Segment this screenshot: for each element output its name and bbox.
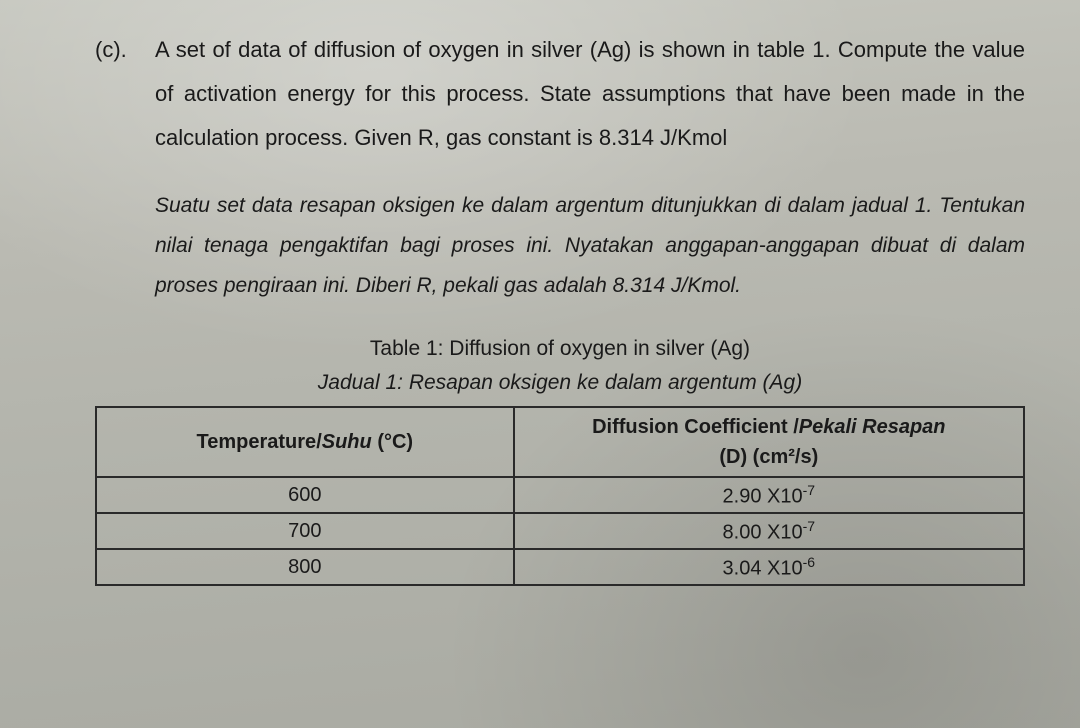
table-header-row: Temperature/Suhu (°C) Diffusion Coeffici… xyxy=(96,407,1024,477)
cell-temperature: 800 xyxy=(96,549,514,585)
table-row: 6002.90 X10-7 xyxy=(96,477,1024,513)
col0-label-ms: Suhu xyxy=(322,431,372,453)
col1-label-en: Diffusion Coefficient xyxy=(592,416,793,438)
table-titles: Table 1: Diffusion of oxygen in silver (… xyxy=(95,332,1025,400)
col1-symbol: (D) (cm²/s) xyxy=(719,446,818,468)
question-text-ms: Suatu set data resapan oksigen ke dalam … xyxy=(155,186,1025,306)
cell-diffusion: 3.04 X10-6 xyxy=(514,549,1024,585)
col0-unit: (°C) xyxy=(377,431,413,453)
col-header-diffusion: Diffusion Coefficient /Pekali Resapan (D… xyxy=(514,407,1024,477)
cell-temperature: 600 xyxy=(96,477,514,513)
question-label: (c). xyxy=(95,28,155,72)
table-row: 8003.04 X10-6 xyxy=(96,549,1024,585)
cell-diffusion: 2.90 X10-7 xyxy=(514,477,1024,513)
cell-diffusion: 8.00 X10-7 xyxy=(514,513,1024,549)
col1-label-ms: Pekali Resapan xyxy=(799,416,946,438)
question-text-en: A set of data of diffusion of oxygen in … xyxy=(155,28,1025,160)
cell-temperature: 700 xyxy=(96,513,514,549)
col-header-temperature: Temperature/Suhu (°C) xyxy=(96,407,514,477)
table-title-en: Table 1: Diffusion of oxygen in silver (… xyxy=(95,332,1025,366)
diffusion-table: Temperature/Suhu (°C) Diffusion Coeffici… xyxy=(95,406,1025,586)
table-row: 7008.00 X10-7 xyxy=(96,513,1024,549)
table-body: 6002.90 X10-77008.00 X10-78003.04 X10-6 xyxy=(96,477,1024,585)
page: (c). A set of data of diffusion of oxyge… xyxy=(0,0,1080,728)
table-title-ms: Jadual 1: Resapan oksigen ke dalam argen… xyxy=(95,366,1025,400)
col0-label-en: Temperature xyxy=(197,431,317,453)
question-block: (c). A set of data of diffusion of oxyge… xyxy=(95,28,1025,160)
